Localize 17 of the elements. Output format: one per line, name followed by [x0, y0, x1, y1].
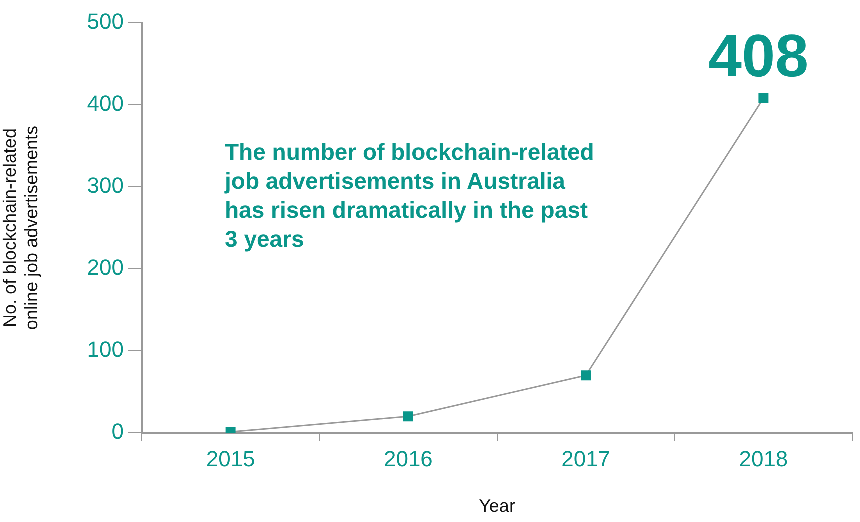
x-tick-label: 2017: [562, 446, 611, 472]
y-tick-label: 400: [87, 91, 124, 116]
y-tick-label: 500: [87, 9, 124, 34]
data-label: 408: [708, 22, 809, 90]
x-tick-label: 2016: [384, 446, 433, 472]
point: [758, 93, 769, 104]
y-tick-label: 100: [87, 337, 124, 362]
x-tick-label: 2015: [206, 446, 256, 472]
point: [403, 412, 414, 422]
y-tick-label: 300: [87, 173, 124, 198]
y-axis-title: No. of blockchain-related online job advertisements: [0, 126, 42, 330]
x-tick-label: 2018: [739, 446, 788, 472]
point: [581, 370, 592, 381]
text: The number of blockchain-related job advertisements in Australia has risen dramatically in the past 3 years: [225, 139, 594, 252]
y-tick-label: 200: [87, 255, 124, 280]
y-tick-label: 0: [112, 419, 124, 444]
x-axis-title: Year: [479, 496, 516, 516]
